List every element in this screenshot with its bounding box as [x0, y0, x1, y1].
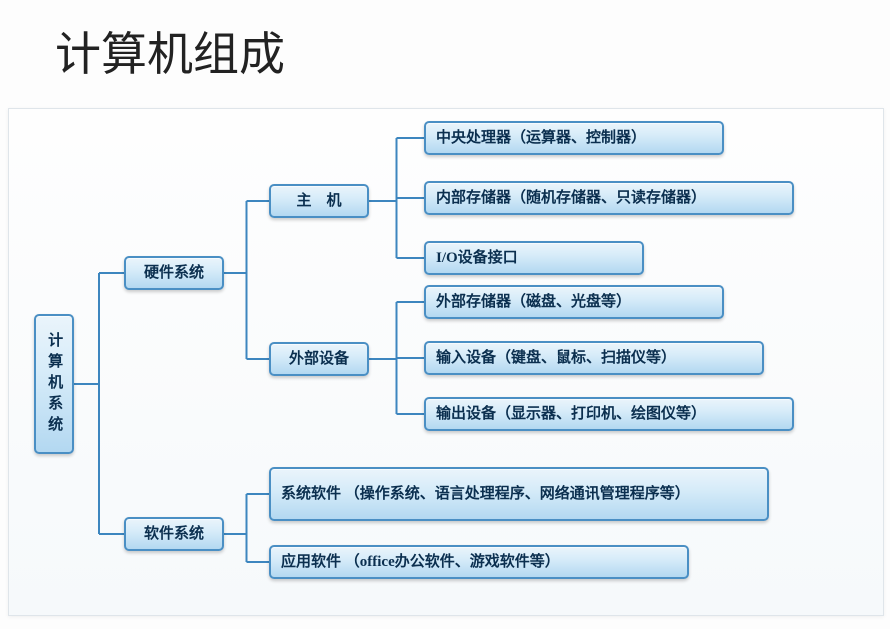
diagram-panel: 计算机系统 硬件系统 软件系统 主 机 外部设备 中央处理器（运算器、控制器） … — [8, 108, 884, 616]
node-input-devices: 输入设备（键盘、鼠标、扫描仪等） — [424, 341, 764, 375]
node-root: 计算机系统 — [34, 314, 74, 454]
page-title: 计算机组成 — [55, 18, 285, 84]
node-output-devices: 输出设备（显示器、打印机、绘图仪等） — [424, 397, 794, 431]
node-external-storage: 外部存储器（磁盘、光盘等） — [424, 285, 724, 319]
node-hardware: 硬件系统 — [124, 256, 224, 290]
node-cpu: 中央处理器（运算器、控制器） — [424, 121, 724, 155]
node-internal-memory: 内部存储器（随机存储器、只读存储器） — [424, 181, 794, 215]
node-io-interface: I/O设备接口 — [424, 241, 644, 275]
node-software: 软件系统 — [124, 517, 224, 551]
node-host: 主 机 — [269, 184, 369, 218]
node-system-software: 系统软件 （操作系统、语言处理程序、网络通讯管理程序等） — [269, 467, 769, 521]
node-application-software: 应用软件 （office办公软件、游戏软件等） — [269, 545, 689, 579]
node-external-devices: 外部设备 — [269, 342, 369, 376]
